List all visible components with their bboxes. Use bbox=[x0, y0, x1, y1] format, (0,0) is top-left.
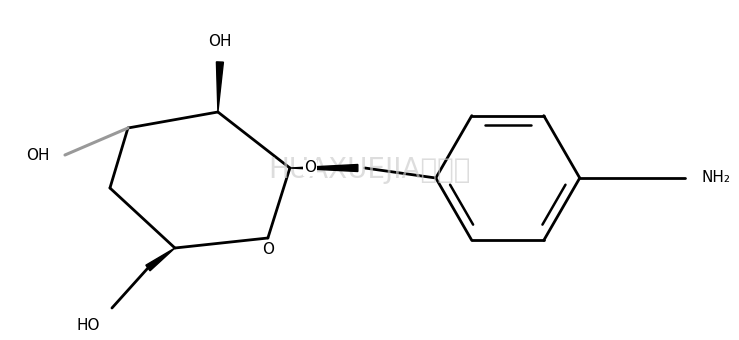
Text: O: O bbox=[262, 242, 274, 257]
Text: OH: OH bbox=[26, 148, 50, 163]
Text: HUAXUEJIA化学加: HUAXUEJIA化学加 bbox=[269, 156, 471, 184]
Polygon shape bbox=[290, 165, 358, 171]
Text: NH₂: NH₂ bbox=[702, 170, 731, 186]
Text: O: O bbox=[304, 160, 316, 175]
Text: OH: OH bbox=[208, 34, 231, 50]
Text: HO: HO bbox=[76, 318, 100, 333]
Polygon shape bbox=[146, 248, 175, 271]
Polygon shape bbox=[217, 62, 223, 112]
